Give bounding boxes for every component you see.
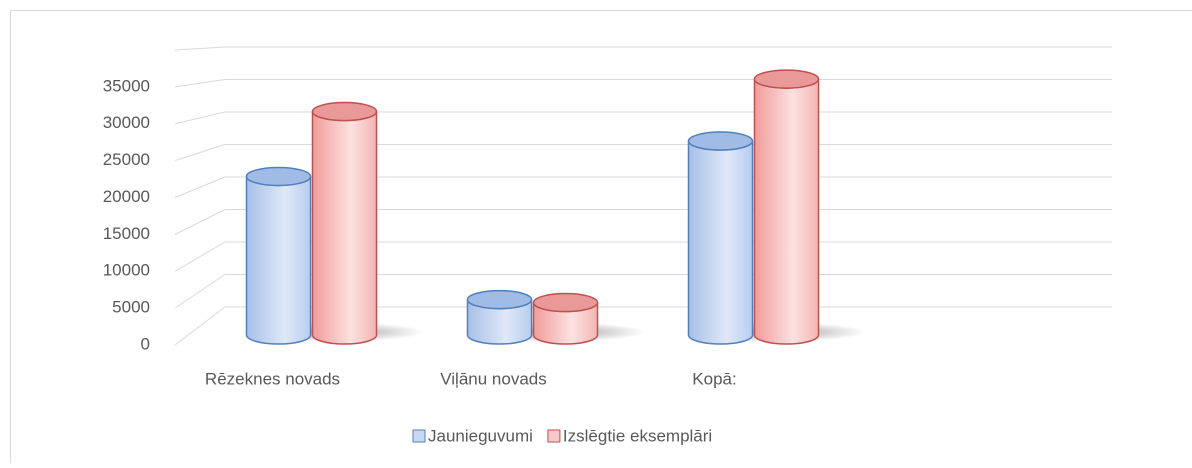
bar-top — [534, 294, 598, 312]
legend-swatch — [548, 430, 560, 442]
x-tick-label: Kopā: — [692, 369, 736, 388]
y-tick-label: 10000 — [103, 261, 150, 280]
x-tick-label: Viļānu novads — [440, 369, 547, 388]
y-tick-label: 25000 — [103, 150, 150, 169]
grid-line — [175, 242, 225, 271]
grid-line — [175, 210, 225, 235]
grid-line — [175, 177, 225, 198]
chart-border — [11, 11, 1192, 464]
y-tick-label: 20000 — [103, 187, 150, 206]
grid-line — [175, 145, 225, 161]
grid-line — [175, 80, 225, 87]
bar-top — [689, 132, 753, 150]
x-tick-label: Rēzeknes novads — [205, 369, 340, 388]
y-tick-label: 35000 — [103, 76, 150, 95]
grid-line — [175, 112, 225, 124]
wall-edge — [175, 47, 225, 50]
bar — [247, 176, 311, 344]
bar-top — [468, 291, 532, 309]
bar-top — [755, 70, 819, 88]
legend-label: Izslēgtie eksemplāri — [563, 426, 712, 445]
bar — [689, 141, 753, 344]
bar-top — [313, 103, 377, 121]
grid-line — [175, 307, 225, 345]
y-tick-label: 5000 — [112, 298, 150, 317]
grid-line — [175, 275, 225, 309]
y-tick-label: 15000 — [103, 224, 150, 243]
bar — [313, 112, 377, 344]
legend-swatch — [413, 430, 425, 442]
y-tick-label: 30000 — [103, 113, 150, 132]
bar-top — [247, 167, 311, 185]
bar — [755, 79, 819, 344]
legend-label: Jaunieguvumi — [428, 426, 533, 445]
y-tick-label: 0 — [141, 334, 150, 353]
